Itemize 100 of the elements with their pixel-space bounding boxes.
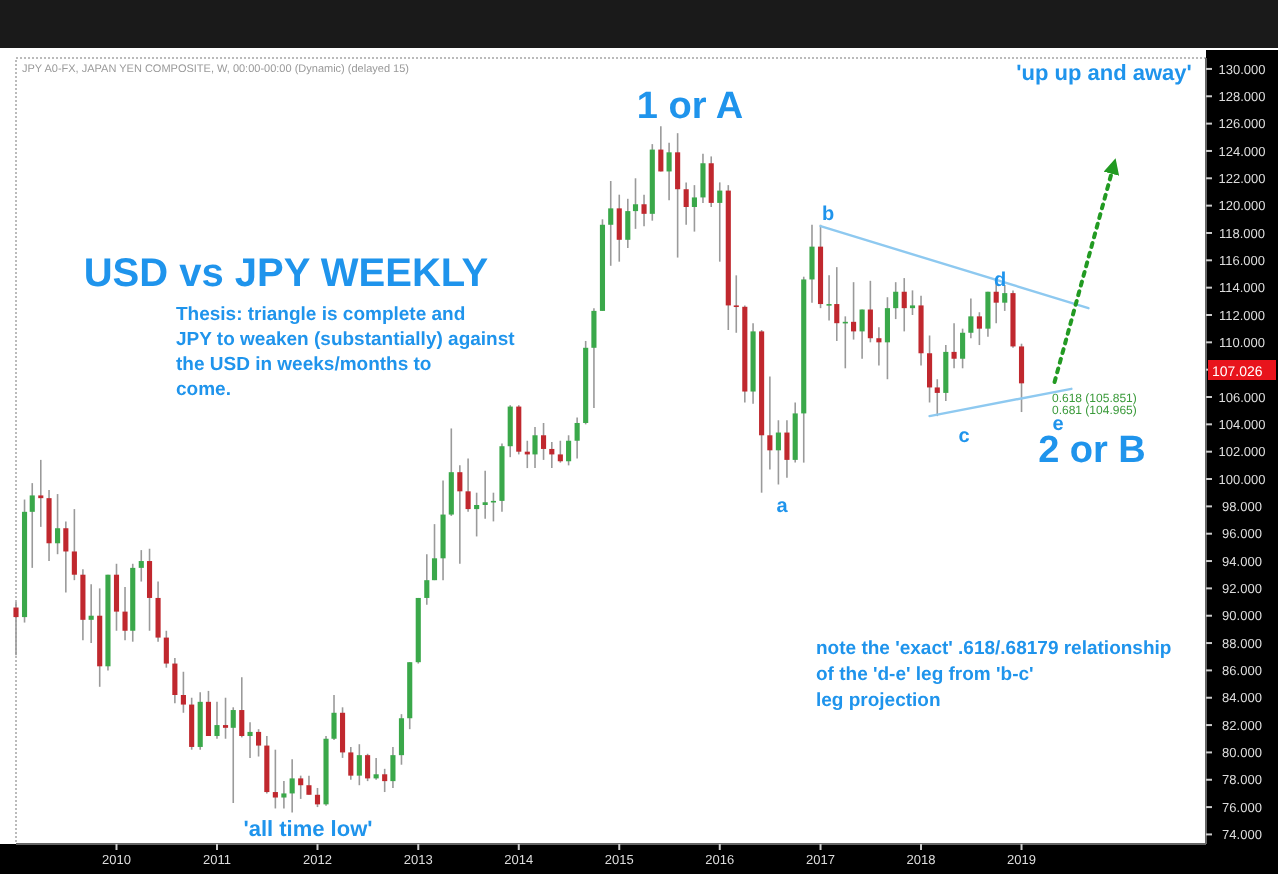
annotation: d <box>993 270 1007 292</box>
candlestick <box>927 334 933 404</box>
candlestick <box>951 322 957 370</box>
candlestick <box>88 583 94 644</box>
candlestick <box>666 141 672 201</box>
candlestick <box>264 735 270 795</box>
annotation: 'all time low' <box>243 818 374 842</box>
candlestick <box>29 482 35 569</box>
annotation: b <box>821 204 835 226</box>
candlestick <box>532 426 538 469</box>
candlestick <box>893 281 899 320</box>
candlestick <box>834 266 840 342</box>
annotation: c <box>958 426 971 448</box>
annotation: 2 or B <box>1038 430 1146 472</box>
candlestick <box>122 586 128 642</box>
candlestick <box>382 768 388 793</box>
candlestick <box>272 748 278 810</box>
candlestick <box>775 419 781 486</box>
candlestick <box>356 743 362 787</box>
candlestick <box>934 378 940 417</box>
candlestick <box>80 568 86 642</box>
candlestick <box>457 464 463 565</box>
candlestick <box>55 493 61 556</box>
candlestick <box>256 728 262 758</box>
candlestick <box>440 479 446 581</box>
candlestick <box>516 404 522 456</box>
candlestick <box>641 193 647 227</box>
candlestick <box>625 198 631 249</box>
candlestick <box>197 691 203 751</box>
candlestick <box>809 223 815 304</box>
candlestick <box>390 746 396 789</box>
candlestick <box>507 404 513 458</box>
candlestick <box>1018 342 1025 413</box>
candlestick <box>985 290 991 338</box>
candlestick <box>960 327 966 370</box>
candlestick <box>616 193 622 263</box>
annotation: 'up up and away' <box>1016 62 1193 86</box>
candlestick <box>222 696 229 740</box>
candlestick <box>1002 284 1008 312</box>
candlestick <box>540 422 547 461</box>
text: USD vs JPY WEEKLY <box>83 252 490 296</box>
candlestick <box>239 676 245 739</box>
candlestick <box>298 774 304 800</box>
candlestick <box>859 308 865 360</box>
candlestick <box>876 326 882 367</box>
candlestick <box>163 629 169 669</box>
candlestick <box>306 774 312 796</box>
candlestick <box>566 434 572 467</box>
candlestick <box>205 690 212 737</box>
candlestick <box>180 670 186 714</box>
annotation: Thesis: triangle is complete and JPY to weaken (substantially) against the USD in weeks/months to come. <box>176 304 517 401</box>
candlestick <box>482 470 488 520</box>
candlestick <box>792 401 798 464</box>
candlestick <box>717 181 723 263</box>
candlestick <box>431 523 438 581</box>
candlestick <box>574 416 580 460</box>
candlestick <box>189 696 195 751</box>
candlestick <box>247 721 253 759</box>
candlestick <box>691 184 697 233</box>
candlestick <box>398 713 405 766</box>
candlestick <box>230 706 236 804</box>
candlestick <box>289 758 295 814</box>
candlestick <box>465 457 471 513</box>
candlestick <box>281 780 287 810</box>
candlestick <box>708 155 714 208</box>
candlestick <box>214 701 220 740</box>
candlestick <box>867 280 873 344</box>
candlestick <box>474 491 480 538</box>
candlestick <box>172 657 178 704</box>
candlestick <box>113 562 120 632</box>
candlestick <box>700 152 706 204</box>
candlestick <box>38 459 44 528</box>
candlestick <box>884 296 890 381</box>
candlestick <box>424 553 430 606</box>
candlestick <box>13 601 19 657</box>
candlestick <box>46 489 52 562</box>
candlestick <box>826 274 832 322</box>
candlestick <box>314 787 321 808</box>
candlestick <box>632 177 639 230</box>
candlestick <box>608 180 614 267</box>
candlestick <box>155 580 161 643</box>
candlestick <box>993 280 999 324</box>
candlestick <box>675 132 681 259</box>
candlestick <box>448 427 454 517</box>
candlestick <box>683 181 689 226</box>
candlestick <box>331 694 337 741</box>
candlestick <box>784 419 790 479</box>
candlestick <box>348 746 354 781</box>
candlestick <box>733 274 739 334</box>
candlestick <box>968 297 974 340</box>
candlestick <box>138 549 144 583</box>
candlestick <box>146 547 153 632</box>
candlestick <box>901 277 907 333</box>
candlestick <box>943 344 949 402</box>
annotation: 1 or A <box>636 86 744 128</box>
candlestick <box>373 757 379 781</box>
candlestick <box>976 311 982 346</box>
candlestick <box>63 520 69 594</box>
candlestick <box>557 439 563 464</box>
candlestick <box>658 125 664 173</box>
